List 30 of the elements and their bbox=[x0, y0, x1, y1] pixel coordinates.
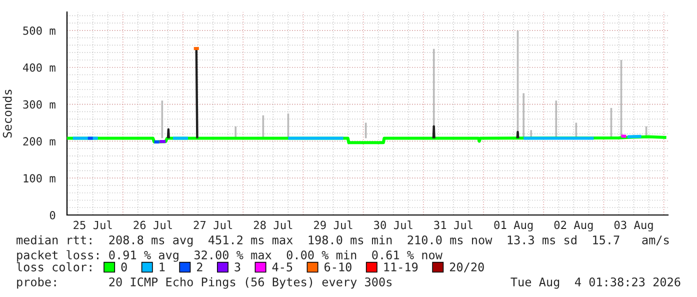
x-tick-label: 29 Jul bbox=[314, 220, 352, 230]
x-tick-label: 02 Aug bbox=[554, 220, 593, 232]
text: median rtt: 208.8 ms avg 451.2 ms max 198.0 ms min 210.0 ms now 13.3 ms sd 15.7 am/s bbox=[16, 235, 669, 247]
x-tick-label: 26 Jul bbox=[134, 220, 172, 230]
x-tick-label: 28 Jul bbox=[254, 220, 292, 230]
y-tick-label: 300 m bbox=[23, 100, 56, 109]
y-tick-label: 500 m bbox=[23, 26, 56, 35]
legend-label: 2 bbox=[197, 262, 202, 272]
text: packet loss: 0.91 % avg 32.00 % max 0.00 % min 0.61 % now bbox=[17, 250, 442, 262]
legend-label: 4-5 bbox=[272, 262, 292, 272]
legend-label: 6-10 bbox=[324, 262, 352, 272]
y-tick-label: 200 m bbox=[23, 137, 56, 146]
x-tick-label: 31 Jul bbox=[434, 220, 472, 230]
text: Tue Aug 4 01:38:23 2026 bbox=[510, 277, 680, 289]
y-tick-label: 0 bbox=[50, 211, 56, 220]
x-tick-label: 27 Jul bbox=[194, 220, 232, 230]
x-tick-label: 30 Jul bbox=[374, 220, 412, 230]
legend-label: 11-19 bbox=[384, 262, 418, 272]
y-axis-title: Seconds bbox=[2, 90, 12, 138]
x-tick-label: 03 Aug bbox=[614, 220, 653, 232]
x-tick-label: 01 Aug bbox=[494, 220, 533, 232]
legend-label: 1 bbox=[160, 262, 165, 272]
legend-label: 0 bbox=[121, 262, 127, 272]
y-tick-label: 400 m bbox=[22, 63, 56, 72]
legend-label: 20/20 bbox=[450, 262, 484, 272]
y-tick-label: 100 m bbox=[24, 174, 56, 182]
legend-label: 3 bbox=[234, 262, 240, 272]
x-tick-label: 25 Jul bbox=[74, 220, 112, 230]
legend-title: loss color: bbox=[16, 262, 92, 272]
text: probe: 20 ICMP Echo Pings (56 Bytes) every 300s bbox=[17, 277, 392, 289]
